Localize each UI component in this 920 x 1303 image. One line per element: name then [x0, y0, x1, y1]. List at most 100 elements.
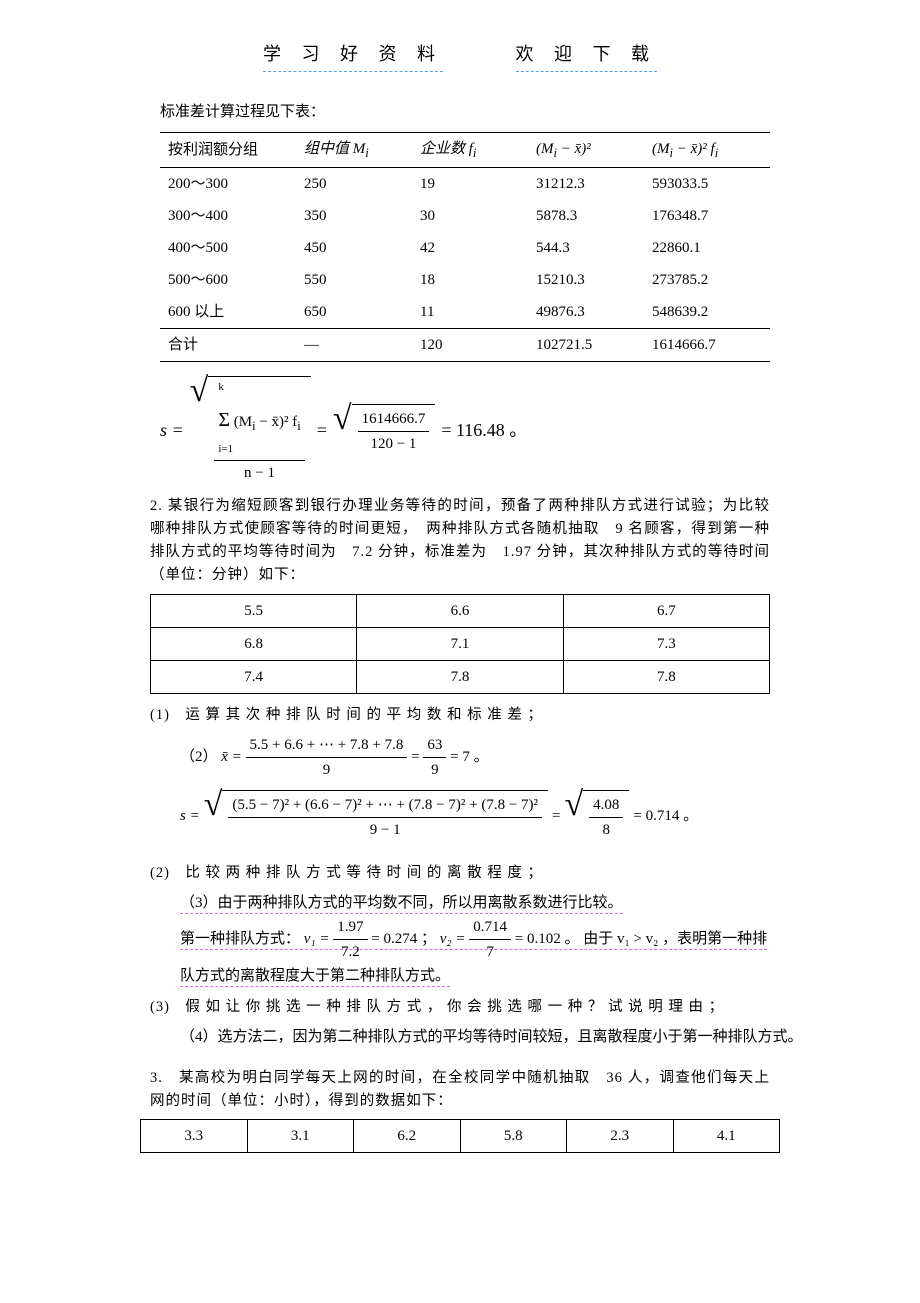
post: 由于 v₁ > v₂ ，表明第一种排 — [583, 931, 767, 947]
v1-lhs: v₁ = — [304, 931, 330, 947]
cell: 3.3 — [141, 1120, 248, 1153]
mean-num2: 63 — [423, 733, 446, 758]
q2-part3: (3) 假 如 让 你 挑 选 一 种 排 队 方 式 ， 你 会 挑 选 哪 … — [150, 996, 770, 1019]
v2-num: 0.714 — [469, 915, 511, 940]
th-sqf: (Mi − x̄)² fi — [644, 132, 770, 167]
cell: 3.1 — [247, 1120, 354, 1153]
frac2-num: 1614666.7 — [358, 407, 430, 432]
cell: 650 — [296, 296, 412, 329]
table-row: 400～50045042544.322860.1 — [160, 232, 770, 264]
s-rad2-den: 8 — [599, 818, 615, 842]
cell: 18 — [412, 264, 528, 296]
radical-icon: √ — [190, 374, 209, 408]
frac2-den: 120 − 1 — [366, 432, 420, 456]
v2-den: 7 — [482, 940, 498, 964]
cell: 15210.3 — [528, 264, 644, 296]
th-sq: (Mi − x̄)² — [528, 132, 644, 167]
q2-3-answer: （4）选方法二，因为第二种排队方式的平均等待时间较短，且离散程度小于第一种排队方… — [180, 1025, 860, 1049]
v1-den: 7.2 — [337, 940, 364, 964]
eq: = — [552, 804, 560, 828]
page-header: 学 习 好 资 料 欢 迎 下 载 — [60, 40, 860, 72]
table-row: 5.56.66.7 — [151, 594, 770, 627]
q2-data-table: 5.56.66.76.87.17.37.47.87.8 — [150, 594, 770, 694]
q2-part2: (2) 比 较 两 种 排 队 方 式 等 待 时 间 的 离 散 程 度 ； — [150, 862, 770, 885]
table-row: 600 以上6501149876.3548639.2 — [160, 296, 770, 329]
cell: 7.8 — [357, 660, 563, 693]
table-row: 7.47.87.8 — [151, 660, 770, 693]
formula-lhs: s = — [160, 416, 184, 445]
table-row: 3.33.16.25.82.34.1 — [141, 1120, 780, 1153]
ans2-2c: 队方式的离散程度大于第二种排队方式。 — [180, 968, 450, 987]
table-header-row: 按利润额分组 组中值 Mi 企业数 fi (Mi − x̄)² (Mi − x̄… — [160, 132, 770, 167]
radical-icon: √ — [564, 788, 583, 822]
q2-2-answer: （3）由于两种排队方式的平均数不同，所以用离散系数进行比较。 第一种排队方式： … — [180, 891, 860, 988]
cell: 544.3 — [528, 232, 644, 264]
cell: 273785.2 — [644, 264, 770, 296]
q2-stddev-answer: s = √ (5.5 − 7)² + (6.6 − 7)² + ⋯ + (7.8… — [180, 790, 860, 842]
v1-num: 1.97 — [333, 915, 367, 940]
cell: 200～300 — [160, 167, 296, 200]
s-lhs: s = — [180, 804, 200, 828]
th-mid: 组中值 Mi — [296, 132, 412, 167]
cell: 6.6 — [357, 594, 563, 627]
cell: — — [296, 328, 412, 361]
eq1: = — [317, 416, 327, 445]
formula-rhs: = 116.48 。 — [441, 416, 527, 445]
cell: 350 — [296, 200, 412, 232]
radical-icon: √ — [333, 402, 352, 436]
cell: 6.8 — [151, 627, 357, 660]
header-left: 学 习 好 资 料 — [263, 40, 443, 72]
radical-icon: √ — [204, 788, 223, 822]
table-row: 合计—120102721.51614666.7 — [160, 328, 770, 361]
mean-den: 9 — [319, 758, 335, 782]
cell: 11 — [412, 296, 528, 329]
cell: 7.8 — [563, 660, 769, 693]
cell: 550 — [296, 264, 412, 296]
v2-val: = 0.102 。 — [515, 931, 580, 947]
th-f: 企业数 fi — [412, 132, 528, 167]
th-group: 按利润额分组 — [160, 132, 296, 167]
cell: 176348.7 — [644, 200, 770, 232]
frac-den: n − 1 — [240, 461, 279, 485]
cell: 7.3 — [563, 627, 769, 660]
cell: 400～500 — [160, 232, 296, 264]
table-row: 6.87.17.3 — [151, 627, 770, 660]
q2-text: 2. 某银行为缩短顾客到银行办理业务等待的时间，预备了两种排队方式进行试验；为比… — [150, 495, 770, 588]
cell: 5878.3 — [528, 200, 644, 232]
cell: 合计 — [160, 328, 296, 361]
q3-text: 3. 某高校为明白同学每天上网的时间，在全校同学中随机抽取 36 人，调查他们每… — [150, 1067, 770, 1113]
pre: 第一种排队方式： — [180, 931, 300, 947]
table-row: 200～3002501931212.3593033.5 — [160, 167, 770, 200]
cell: 49876.3 — [528, 296, 644, 329]
mean-den2: 9 — [427, 758, 443, 782]
ans-label: （2） — [180, 749, 218, 765]
cell: 30 — [412, 200, 528, 232]
cell: 7.1 — [357, 627, 563, 660]
cell: 450 — [296, 232, 412, 264]
cell: 5.8 — [460, 1120, 567, 1153]
cell: 1614666.7 — [644, 328, 770, 361]
table-row: 500～6005501815210.3273785.2 — [160, 264, 770, 296]
cell: 42 — [412, 232, 528, 264]
table-row: 300～400350305878.3176348.7 — [160, 200, 770, 232]
s-rhs: = 0.714 。 — [633, 804, 698, 828]
ans2-3-text: （4）选方法二，因为第二种排队方式的平均等待时间较短，且离散程度小于第一种排队方… — [180, 1029, 803, 1045]
cell: 22860.1 — [644, 232, 770, 264]
eq: = — [411, 749, 419, 765]
ans2-2a: （3）由于两种排队方式的平均数不同，所以用离散系数进行比较。 — [180, 895, 623, 914]
cell: 4.1 — [673, 1120, 780, 1153]
q2-part1: (1) 运 算 其 次 种 排 队 时 间 的 平 均 数 和 标 准 差 ； — [150, 704, 770, 727]
cell: 300～400 — [160, 200, 296, 232]
cell: 548639.2 — [644, 296, 770, 329]
cell: 593033.5 — [644, 167, 770, 200]
cell: 6.2 — [354, 1120, 461, 1153]
ans2-2b: 第一种排队方式： v₁ = 1.97 7.2 = 0.274 ； v₂ = 0.… — [180, 931, 767, 950]
v2-lhs: v₂ = — [440, 931, 466, 947]
cell: 19 — [412, 167, 528, 200]
cell: 600 以上 — [160, 296, 296, 329]
mean-lhs: x̄ = — [221, 749, 242, 765]
cell: 102721.5 — [528, 328, 644, 361]
cell: 2.3 — [567, 1120, 674, 1153]
cell: 500～600 — [160, 264, 296, 296]
s-rad-den: 9 − 1 — [366, 818, 405, 842]
